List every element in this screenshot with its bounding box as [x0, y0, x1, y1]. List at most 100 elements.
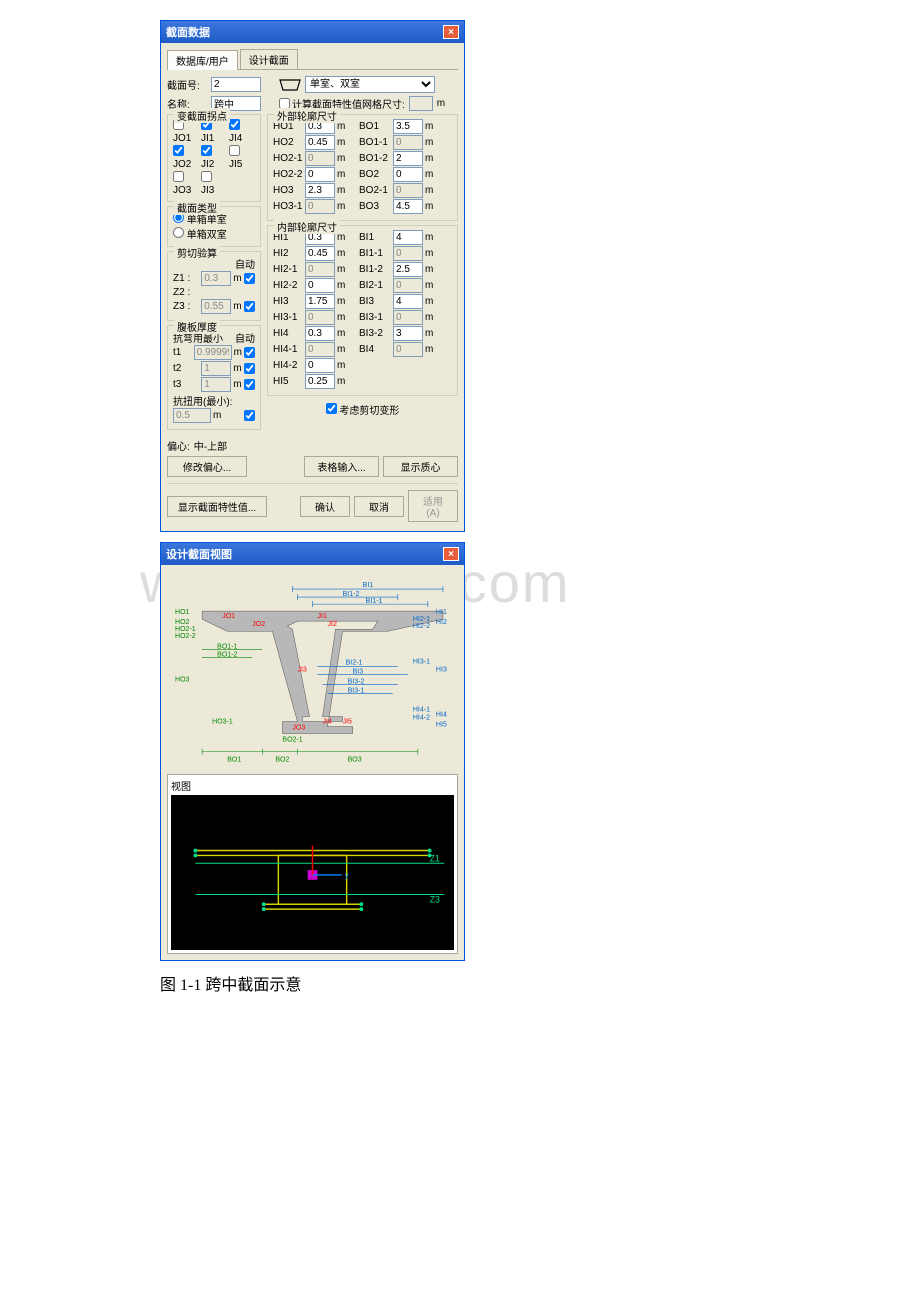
tab-database[interactable]: 数据库/用户: [167, 50, 238, 70]
shear-fieldset: 剪切验算 自动 Z1 : m Z2 : Z3 :: [167, 251, 261, 321]
svg-text:BI2-1: BI2-1: [346, 659, 363, 666]
section-data-dialog: 截面数据 × 数据库/用户 设计截面 截面号: 单室、双室 名称:: [160, 20, 465, 532]
input-HI2-1: [305, 262, 335, 277]
input-BO3[interactable]: [393, 199, 423, 214]
input-BI1-2[interactable]: [393, 262, 423, 277]
svg-text:BO2: BO2: [275, 757, 289, 764]
web-title: 腹板厚度: [174, 319, 220, 334]
svg-text:HO2-1: HO2-1: [175, 626, 196, 633]
input-HO2[interactable]: [305, 135, 335, 150]
svg-text:BI3: BI3: [353, 668, 364, 675]
chk-ji2[interactable]: [201, 145, 212, 156]
input-BO2[interactable]: [393, 167, 423, 182]
svg-text:HO3: HO3: [175, 676, 190, 683]
t1-auto[interactable]: [244, 347, 255, 358]
input-HI2[interactable]: [305, 246, 335, 261]
dialog1-titlebar[interactable]: 截面数据 ×: [161, 21, 464, 43]
svg-text:JI3: JI3: [297, 666, 306, 673]
t3-auto[interactable]: [244, 379, 255, 390]
t2-auto[interactable]: [244, 363, 255, 374]
svg-text:HI4-2: HI4-2: [413, 715, 430, 722]
svg-text:BO3: BO3: [348, 757, 362, 764]
input-HI4-2[interactable]: [305, 358, 335, 373]
input-BI3[interactable]: [393, 294, 423, 309]
svg-text:Z3: Z3: [430, 894, 440, 904]
input-BI3-2[interactable]: [393, 326, 423, 341]
apply-button: 适用(A): [408, 490, 458, 522]
z1-auto[interactable]: [244, 273, 255, 284]
chk-ji4[interactable]: [229, 119, 240, 130]
svg-text:y: y: [345, 871, 349, 880]
input-BI4: [393, 342, 423, 357]
svg-text:HI1: HI1: [436, 609, 447, 616]
dialog2-titlebar[interactable]: 设计截面视图 ×: [161, 543, 464, 565]
lbl-bi1-1: BI1-1: [366, 598, 383, 605]
input-BI2-1: [393, 278, 423, 293]
svg-text:HI3: HI3: [436, 666, 447, 673]
bottom-view: Z1 Z3 y: [171, 795, 454, 950]
svg-text:HI2-1: HI2-1: [413, 616, 430, 623]
type-select[interactable]: 单室、双室: [305, 76, 435, 93]
input-HO2-2[interactable]: [305, 167, 335, 182]
show-props-button[interactable]: 显示截面特性值...: [167, 496, 267, 517]
ok-button[interactable]: 确认: [300, 496, 350, 517]
svg-text:BI3-1: BI3-1: [348, 687, 365, 694]
chk-jo3[interactable]: [173, 171, 184, 182]
eccentric-value: 中-上部: [194, 438, 227, 453]
z1-input: [201, 271, 231, 286]
tabs: 数据库/用户 设计截面: [167, 49, 458, 70]
input-HI5[interactable]: [305, 374, 335, 389]
inflection-title: 变截面拐点: [174, 108, 230, 123]
param-row: HI4 m BI3-2 m: [273, 326, 452, 341]
svg-text:BO2-1: BO2-1: [282, 737, 302, 744]
param-row: HI3-1 m BI3-1 m: [273, 310, 452, 325]
close-icon[interactable]: ×: [443, 25, 459, 39]
svg-text:BO1-1: BO1-1: [217, 643, 237, 650]
lbl-bi1: BI1: [363, 582, 374, 589]
svg-text:HI3-1: HI3-1: [413, 658, 430, 665]
input-HI3[interactable]: [305, 294, 335, 309]
param-row: HO2-1 m BO1-2 m: [273, 151, 452, 166]
section-num-input[interactable]: [211, 77, 261, 92]
shear-title: 剪切验算: [174, 245, 220, 260]
input-BI1[interactable]: [393, 230, 423, 245]
svg-text:HI2: HI2: [436, 619, 447, 626]
modify-eccentric-button[interactable]: 修改偏心...: [167, 456, 247, 477]
torsion-auto[interactable]: [244, 410, 255, 421]
z3-input: [201, 299, 231, 314]
input-HO3[interactable]: [305, 183, 335, 198]
input-HI4[interactable]: [305, 326, 335, 341]
lbl-bi1-2: BI1-2: [343, 591, 360, 598]
param-row: HO3 m BO2-1 m: [273, 183, 452, 198]
z3-auto[interactable]: [244, 301, 255, 312]
section-view-dialog: 设计截面视图 × BI1 BI1-2 BI1-1 HO1 HO2 HO2-1: [160, 542, 465, 961]
outer-title: 外部轮廓尺寸: [274, 108, 340, 123]
cancel-button[interactable]: 取消: [354, 496, 404, 517]
input-HO2-1: [305, 151, 335, 166]
chk-ji5[interactable]: [229, 145, 240, 156]
svg-text:HO3-1: HO3-1: [212, 719, 233, 726]
t1-input: [194, 345, 232, 360]
tab-design[interactable]: 设计截面: [240, 49, 298, 69]
view-label: 视图: [171, 778, 454, 793]
inner-fieldset: 内部轮廓尺寸 HI1 m BI1 mHI2 m BI1-1 mHI2-1: [267, 225, 458, 396]
param-row: HO2 m BO1-1 m: [273, 135, 452, 150]
show-centroid-button[interactable]: 显示质心: [383, 456, 458, 477]
radio-double[interactable]: [173, 227, 184, 238]
input-HI2-2[interactable]: [305, 278, 335, 293]
svg-text:HO2-2: HO2-2: [175, 633, 196, 640]
consider-shear-checkbox[interactable]: [326, 403, 337, 414]
chk-ji3[interactable]: [201, 171, 212, 182]
calc-mesh-input: [409, 96, 433, 111]
inner-title: 内部轮廓尺寸: [274, 219, 340, 234]
input-BI1-1: [393, 246, 423, 261]
close-icon[interactable]: ×: [443, 547, 459, 561]
param-row: HI3 m BI3 m: [273, 294, 452, 309]
table-input-button[interactable]: 表格输入...: [304, 456, 379, 477]
chk-jo2[interactable]: [173, 145, 184, 156]
section-num-label: 截面号:: [167, 77, 207, 92]
input-BO1-2[interactable]: [393, 151, 423, 166]
input-BO1[interactable]: [393, 119, 423, 134]
input-HO3-1: [305, 199, 335, 214]
svg-text:BO1: BO1: [227, 757, 241, 764]
